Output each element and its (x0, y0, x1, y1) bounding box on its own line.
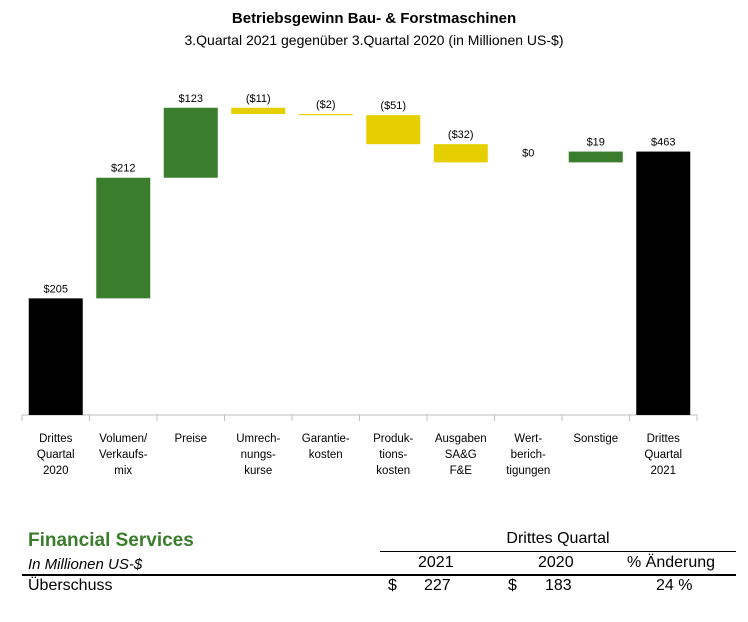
bar-6 (366, 115, 421, 145)
category-label-10: Drittes Quartal 2021 (644, 433, 682, 477)
column-header-change: % Änderung (627, 554, 716, 571)
header-divider (380, 551, 736, 552)
currency-2020: $ (508, 577, 517, 594)
value-label-3: $123 (179, 93, 203, 105)
column-header-2021: 2021 (418, 554, 454, 571)
chart-title: Betriebsgewinn Bau- & Forstmaschinen (231, 10, 517, 27)
category-label-3: Preise (174, 433, 207, 445)
bar-10 (636, 151, 691, 415)
category-label-7: Ausgaben SA&G F&E (435, 433, 487, 477)
bar-2 (96, 177, 151, 299)
bar-7 (433, 144, 488, 163)
value-label-4: ($11) (246, 93, 271, 105)
chart-subtitle: 3.Quartal 2021 gegenüber 3.Quartal 2020 … (184, 32, 564, 48)
value-label-8: $0 (522, 147, 534, 159)
value-label-9: $19 (587, 137, 605, 149)
financial-services-table: Financial Services In Millionen US-$ Dri… (0, 524, 748, 622)
row-divider (22, 574, 736, 576)
value-label-2: $212 (111, 163, 135, 175)
bar-9 (568, 151, 623, 163)
value-2021: 227 (424, 577, 451, 594)
value-label-1: $205 (44, 283, 68, 295)
bar-4 (231, 107, 286, 115)
category-label-4: Umrech-nungs-kurse (236, 433, 280, 477)
value-label-10: $463 (651, 137, 675, 149)
bar-3 (163, 107, 218, 178)
financial-services-title: Financial Services (28, 530, 194, 551)
value-2020: 183 (545, 577, 572, 594)
row-label: Überschuss (28, 577, 113, 594)
bar-5 (298, 114, 353, 116)
bar-1 (28, 298, 83, 415)
currency-2021: $ (388, 577, 397, 594)
category-label-6: Produk-tions-kosten (373, 433, 413, 477)
category-label-8: Wert-berich-tigungen (506, 433, 550, 477)
period-header: Drittes Quartal (506, 530, 610, 547)
value-label-5: ($2) (316, 99, 336, 111)
value-label-6: ($51) (380, 100, 406, 112)
category-label-2: Volumen/Verkaufs-mix (99, 433, 148, 477)
value-label-7: ($32) (448, 129, 474, 141)
waterfall-chart: $205 Drittes Quartal 2020 $212 Volumen/Verkau… (21, 93, 698, 477)
column-header-2020: 2020 (538, 554, 574, 571)
category-label-1: Drittes Quartal 2020 (37, 433, 75, 477)
financial-services-unit: In Millionen US-$ (28, 556, 143, 573)
category-label-9: Sonstige (573, 433, 618, 445)
value-change: 24 % (656, 577, 693, 594)
category-label-5: Garantie-kosten (302, 433, 350, 461)
